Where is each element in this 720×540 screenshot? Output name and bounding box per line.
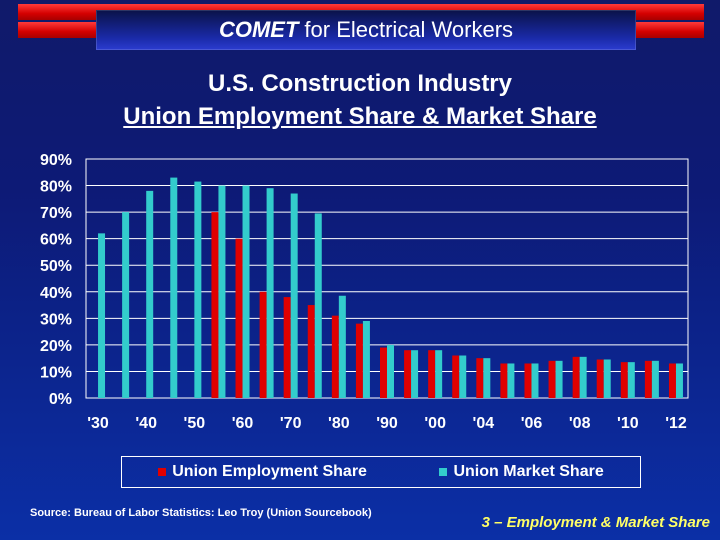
bar-union-employment-share [524, 363, 532, 398]
bar-union-market-share [242, 185, 250, 398]
bar-union-market-share [651, 360, 659, 398]
y-tick-label: 50% [40, 258, 72, 275]
bar-union-market-share [555, 360, 563, 398]
bar-union-employment-share [331, 315, 339, 398]
bar-union-employment-share [235, 238, 243, 398]
bar-union-market-share [170, 177, 178, 398]
y-tick-label: 70% [40, 205, 72, 222]
legend-label-market: Union Market Share [453, 463, 604, 480]
bar-union-employment-share [668, 363, 676, 398]
bar-union-market-share [603, 359, 611, 398]
y-tick-label: 80% [40, 179, 72, 196]
bar-union-market-share [507, 363, 515, 398]
bar-union-market-share [627, 362, 635, 398]
bar-union-employment-share [355, 323, 363, 398]
x-tick-label: '70 [280, 415, 302, 432]
y-tick-label: 90% [40, 152, 72, 169]
bar-union-market-share [387, 344, 394, 398]
bar-union-market-share [266, 188, 274, 398]
legend-item-employment: Union Employment Share [158, 463, 367, 481]
bar-union-employment-share [644, 360, 652, 398]
x-tick-label: '90 [376, 415, 398, 432]
x-tick-label: '00 [424, 415, 446, 432]
bar-union-market-share [362, 320, 370, 398]
chart-title-line1: U.S. Construction Industry [207, 70, 512, 97]
bar-union-market-share [531, 363, 539, 398]
chart-title-line2: Union Employment Share & Market Share [123, 103, 597, 130]
y-tick-label: 20% [40, 338, 72, 355]
bar-union-market-share [122, 212, 130, 398]
bar-union-market-share [483, 358, 491, 398]
legend-swatch-employment [158, 468, 167, 476]
bar-union-market-share [194, 181, 202, 398]
bar-union-market-share [146, 190, 154, 398]
bar-union-employment-share [283, 297, 291, 398]
header-banner: COMET for Electrical Workers [96, 10, 636, 50]
bar-union-market-share [411, 350, 419, 398]
x-tick-label: '04 [473, 415, 495, 432]
bar-union-employment-share [404, 350, 412, 398]
x-tick-label: '12 [665, 415, 687, 432]
bar-union-market-share [290, 193, 298, 398]
header-subtitle: for Electrical Workers [304, 17, 514, 42]
x-tick-label: '08 [569, 415, 591, 432]
y-tick-label: 30% [40, 311, 72, 328]
bar-union-employment-share [452, 355, 460, 398]
source-note: Source: Bureau of Labor Statistics: Leo … [30, 507, 372, 519]
bar-union-market-share [459, 355, 467, 398]
bar-union-employment-share [211, 212, 219, 398]
x-tick-label: '30 [87, 415, 109, 432]
bar-union-employment-share [548, 360, 556, 398]
legend-item-market: Union Market Share [439, 463, 604, 481]
bar-union-market-share [435, 350, 443, 398]
bar-union-employment-share [380, 347, 387, 398]
chart-legend: Union Employment Share Union Market Shar… [121, 456, 641, 488]
bar-union-market-share [579, 356, 587, 398]
bar-union-market-share [98, 233, 106, 398]
x-tick-label: '10 [617, 415, 639, 432]
bar-union-employment-share [307, 305, 315, 398]
legend-swatch-market [439, 468, 448, 476]
y-tick-label: 40% [40, 285, 72, 302]
bar-union-employment-share [428, 350, 436, 398]
header-brand: COMET [218, 17, 299, 42]
bar-union-employment-share [596, 359, 604, 398]
x-tick-label: '60 [232, 415, 254, 432]
bar-union-market-share [675, 363, 683, 398]
x-tick-label: '06 [521, 415, 543, 432]
slide-footer: 3 – Employment & Market Share [481, 514, 710, 531]
bar-union-market-share [314, 213, 322, 398]
bar-union-employment-share [500, 363, 508, 398]
y-tick-label: 0% [49, 391, 72, 408]
x-tick-label: '80 [328, 415, 350, 432]
legend-label-employment: Union Employment Share [172, 463, 367, 480]
bar-union-employment-share [620, 362, 628, 398]
bar-union-employment-share [572, 356, 580, 398]
x-tick-label: '50 [184, 415, 206, 432]
bar-union-employment-share [476, 358, 484, 398]
y-tick-label: 60% [40, 232, 72, 249]
bar-union-employment-share [259, 291, 267, 398]
bar-union-market-share [338, 295, 346, 398]
y-tick-label: 10% [40, 364, 72, 381]
x-tick-label: '40 [135, 415, 157, 432]
bar-union-market-share [218, 185, 226, 398]
